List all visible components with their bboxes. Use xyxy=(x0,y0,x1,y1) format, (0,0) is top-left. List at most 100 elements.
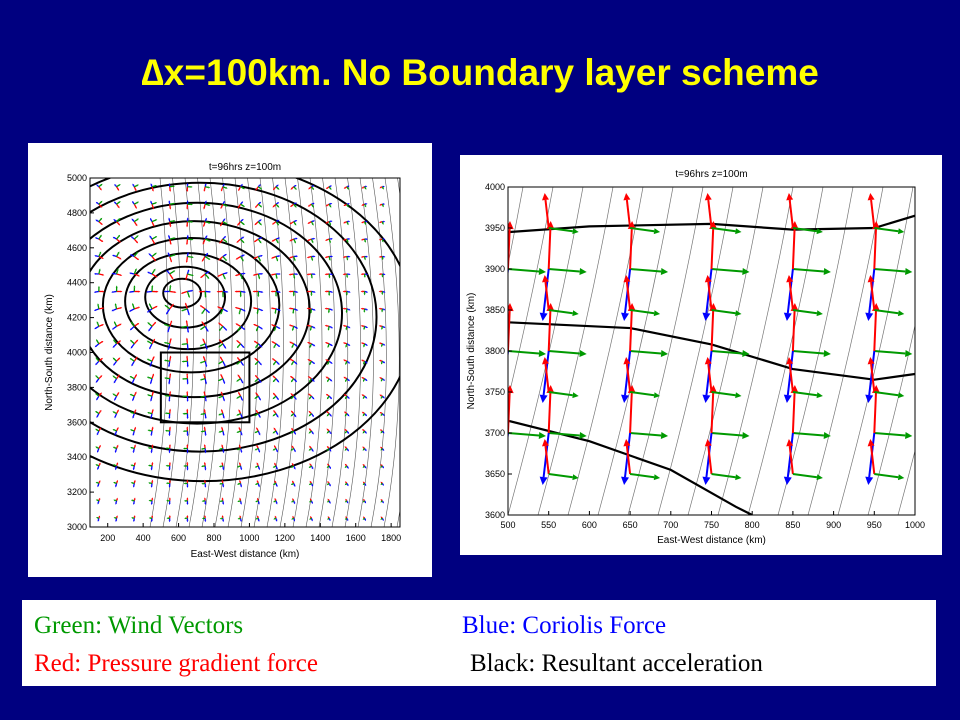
left-wind-arrow-shaft xyxy=(275,273,278,278)
right-thin-contour xyxy=(460,187,463,515)
left-wind-arrow-shaft xyxy=(96,446,100,450)
legend-wind: Green: Wind Vectors xyxy=(34,612,244,639)
left-wind-arrow-shaft xyxy=(293,256,296,260)
left-coriolis-arrow-head xyxy=(365,308,369,311)
left-coriolis-arrow-head xyxy=(294,432,297,435)
left-coriolis-arrow-head xyxy=(148,253,151,256)
left-wind-arrow-shaft xyxy=(201,395,206,398)
left-pgf-arrow-shaft xyxy=(238,428,242,432)
left-pgf-arrow-head xyxy=(168,426,171,429)
right-pgf-arrow-shaft xyxy=(707,199,713,229)
left-coriolis-arrow-head xyxy=(383,273,386,276)
left-pgf-arrow-head xyxy=(273,445,276,448)
left-wind-arrow-head xyxy=(118,234,121,237)
left-wind-arrow-shaft xyxy=(133,236,138,240)
left-coriolis-arrow-head xyxy=(186,217,189,220)
left-pgf-arrow-head xyxy=(138,290,141,293)
left-plot-title: t=96hrs z=100m xyxy=(209,162,281,173)
left-wind-arrow-head xyxy=(345,311,348,314)
left-coriolis-arrow-head xyxy=(130,346,133,349)
left-coriolis-arrow-head xyxy=(347,185,350,188)
left-coriolis-arrow-shaft xyxy=(97,185,100,188)
left-coriolis-arrow-head xyxy=(114,433,117,436)
left-wind-arrow-shaft xyxy=(309,395,312,399)
left-wind-arrow-head xyxy=(208,239,211,242)
left-coriolis-arrow-head xyxy=(242,345,245,349)
left-wind-arrow-head xyxy=(181,309,184,312)
left-coriolis-arrow-head xyxy=(129,272,132,275)
left-wind-arrow-shaft xyxy=(148,394,153,397)
left-coriolis-arrow-head xyxy=(312,414,315,418)
left-coriolis-arrow-head xyxy=(191,289,194,292)
left-coriolis-arrow-head xyxy=(258,450,261,453)
left-coriolis-arrow-head xyxy=(241,201,244,204)
left-pgf-arrow-shaft xyxy=(310,482,312,484)
left-wind-arrow-head xyxy=(308,483,312,486)
left-pgf-arrow-head xyxy=(361,186,364,189)
left-wind-arrow-shaft xyxy=(133,269,137,275)
left-coriolis-arrow-head xyxy=(277,344,281,348)
left-pgf-arrow-head xyxy=(151,444,154,447)
left-wind-arrow-shaft xyxy=(96,358,100,362)
left-coriolis-arrow-shaft xyxy=(113,290,117,293)
right-coriolis-arrow-head xyxy=(621,476,629,485)
left-pgf-arrow-shaft xyxy=(239,463,242,467)
left-wind-arrow-shaft xyxy=(222,203,227,207)
left-coriolis-arrow-head xyxy=(146,310,150,313)
left-xtick-label: 1600 xyxy=(346,533,366,543)
left-wind-arrow-shaft xyxy=(238,447,241,450)
left-wind-arrow-head xyxy=(255,517,258,520)
left-wind-arrow-head xyxy=(272,483,276,485)
left-coriolis-arrow-head xyxy=(365,396,368,399)
left-pgf-arrow-head xyxy=(203,444,206,447)
left-coriolis-arrow-head xyxy=(295,326,299,329)
left-wind-arrow-shaft xyxy=(345,343,348,346)
left-wind-arrow-head xyxy=(312,187,315,190)
left-wind-arrow-shaft xyxy=(238,430,241,433)
left-wind-arrow-shaft xyxy=(237,378,241,382)
left-wind-arrow-shaft xyxy=(98,218,102,223)
left-pgf-arrow-shaft xyxy=(98,238,103,242)
left-coriolis-arrow-head xyxy=(276,398,279,401)
left-pgf-arrow-head xyxy=(307,359,310,361)
left-wind-arrow-head xyxy=(326,465,329,469)
right-pgf-arrow-head xyxy=(623,439,631,447)
left-pgf-arrow-head xyxy=(378,273,381,276)
left-coriolis-arrow-head xyxy=(348,343,351,346)
left-pgf-arrow-shaft xyxy=(273,203,277,207)
right-thin-contour xyxy=(567,187,644,515)
left-coriolis-arrow-head xyxy=(115,519,118,522)
left-pgf-arrow-head xyxy=(116,444,119,447)
left-pgf-arrow-shaft xyxy=(362,377,365,380)
right-wind-arrow-shaft xyxy=(711,309,736,315)
left-coriolis-arrow-shaft xyxy=(150,395,153,400)
left-wind-arrow-head xyxy=(236,413,239,416)
left-pgf-arrow-head xyxy=(343,359,346,362)
left-coriolis-arrow-head xyxy=(260,345,263,348)
left-wind-arrow-head xyxy=(309,363,312,366)
left-pgf-arrow-head xyxy=(151,426,154,429)
left-pgf-arrow-shaft xyxy=(327,394,330,397)
left-wind-arrow-head xyxy=(117,251,120,254)
left-wind-arrow-head xyxy=(344,517,348,520)
left-coriolis-arrow-head xyxy=(187,313,190,316)
right-wind-arrow-shaft xyxy=(508,350,540,355)
left-wind-arrow-head xyxy=(236,431,239,433)
left-wind-arrow-shaft xyxy=(115,304,118,310)
left-wind-arrow-shaft xyxy=(274,465,277,468)
left-pgf-arrow-head xyxy=(171,277,174,280)
left-coriolis-arrow-head xyxy=(111,327,115,330)
right-pgf-arrow-shaft xyxy=(625,363,632,393)
left-wind-arrow-head xyxy=(364,205,367,208)
left-wind-arrow-head xyxy=(134,268,137,271)
left-ytick-label: 4200 xyxy=(67,313,87,323)
left-wind-arrow-shaft xyxy=(309,378,312,382)
right-wind-arrow-head xyxy=(572,310,579,317)
right-ytick-label: 3800 xyxy=(485,346,505,356)
left-pgf-arrow-head xyxy=(220,189,223,192)
left-wind-arrow-shaft xyxy=(96,376,100,380)
left-pgf-arrow-shaft xyxy=(151,410,154,414)
right-wind-arrow-shaft xyxy=(630,432,662,437)
left-wind-arrow-head xyxy=(218,396,221,399)
left-wind-arrow-shaft xyxy=(113,358,118,362)
